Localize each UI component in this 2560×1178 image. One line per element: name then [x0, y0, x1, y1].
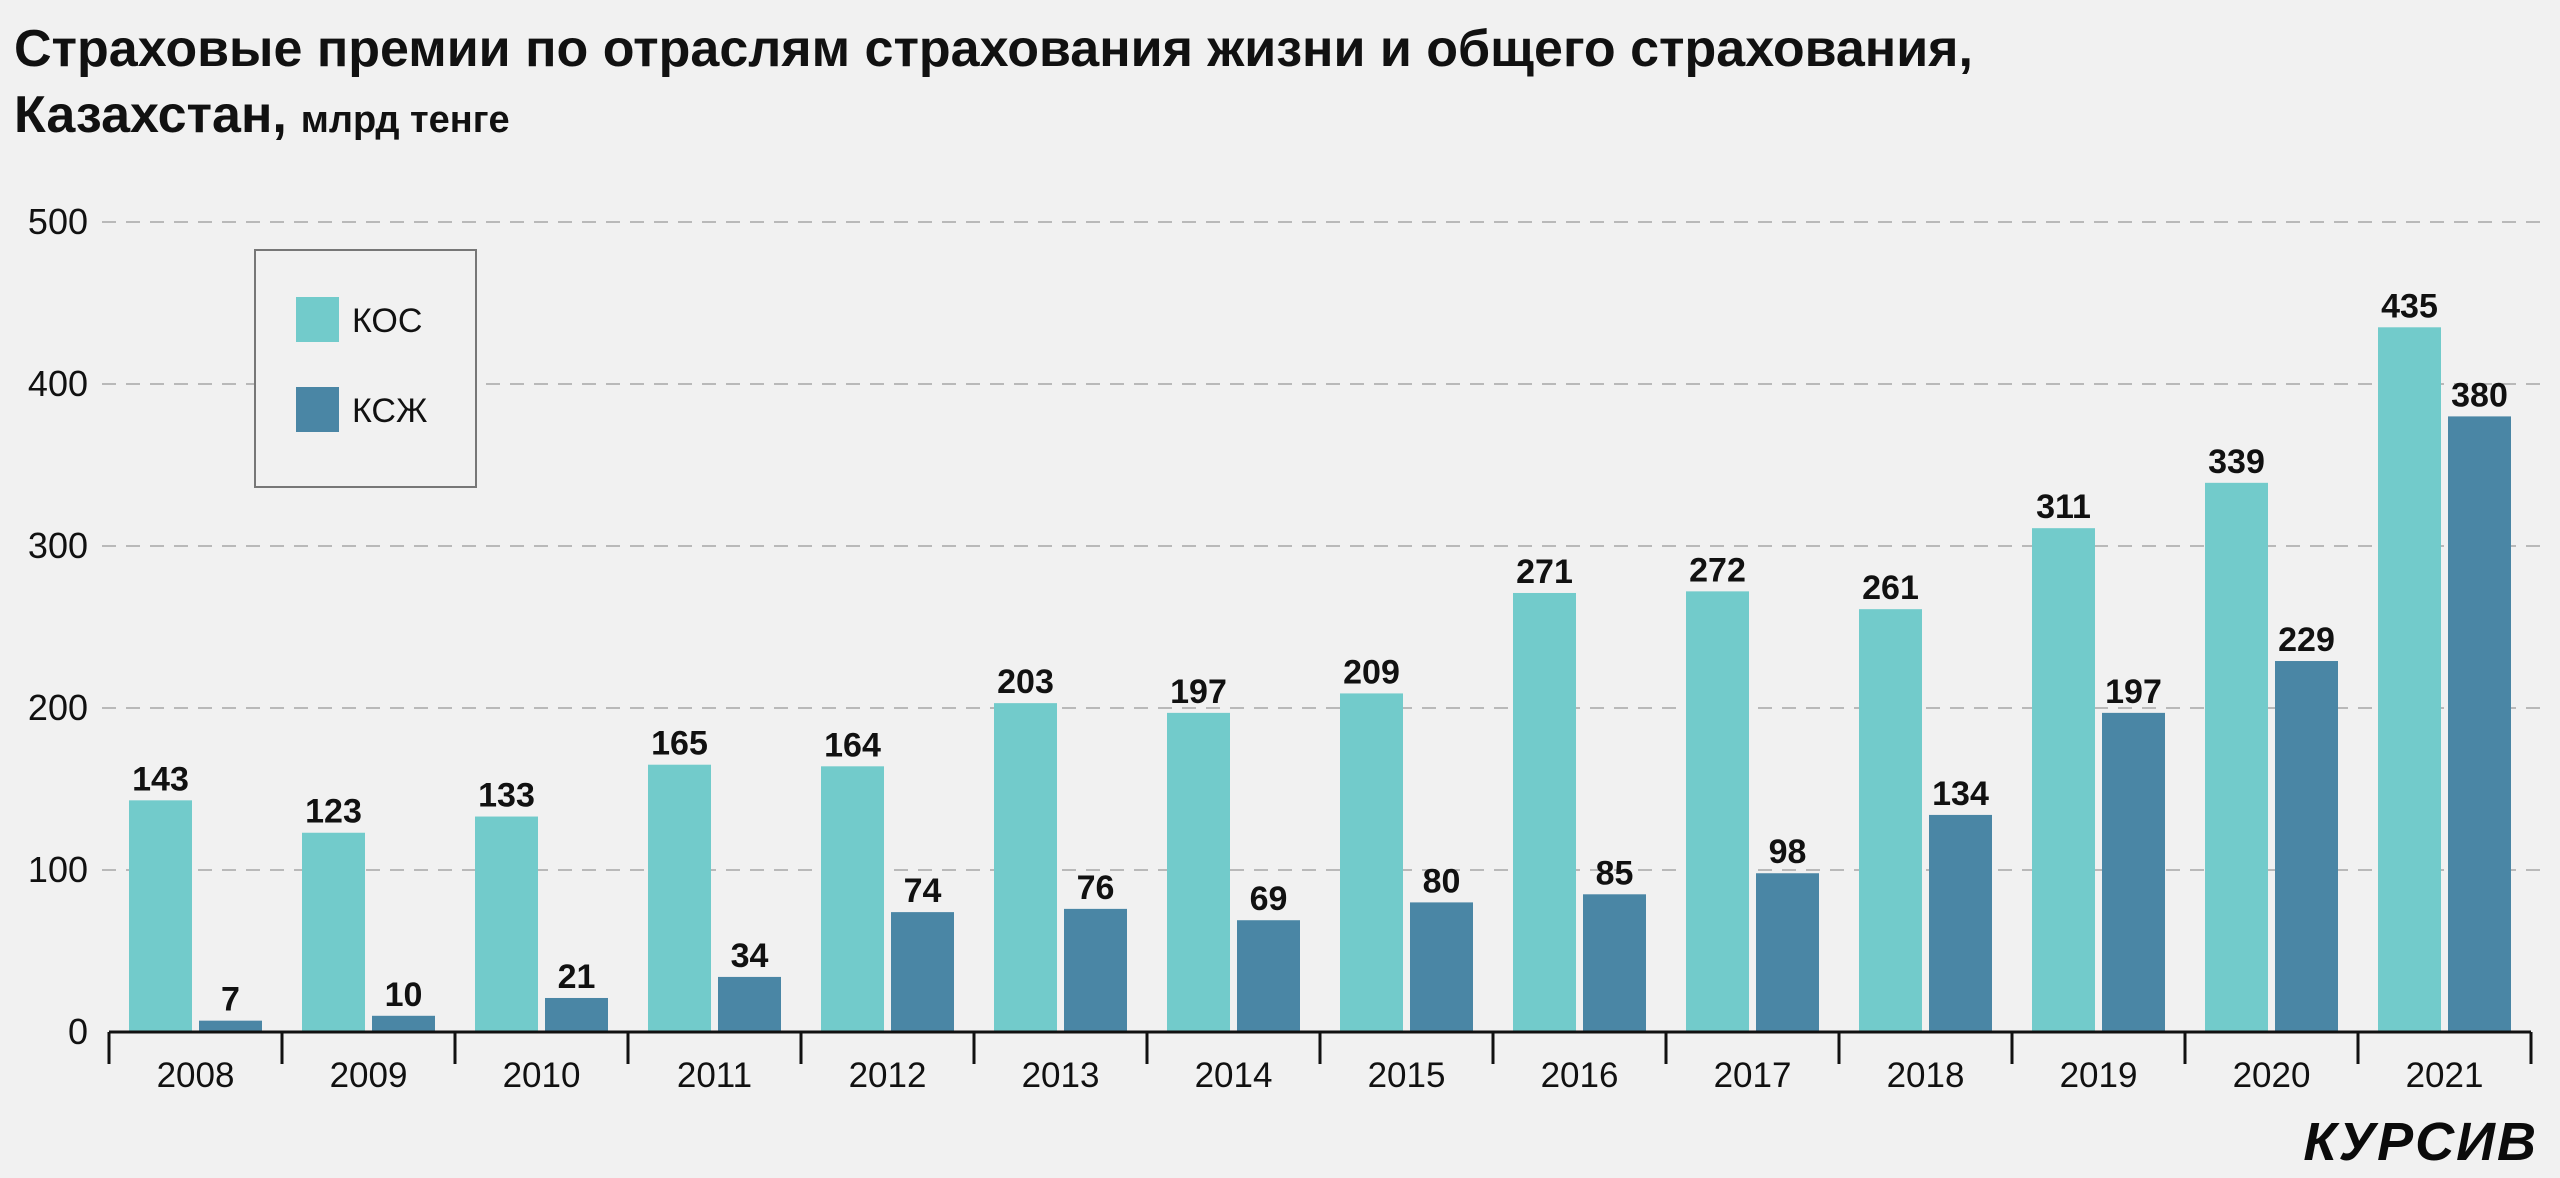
y-tick-label: 300	[28, 525, 88, 566]
bar-КСЖ-2013	[1064, 908, 1127, 1032]
data-label: 80	[1423, 862, 1461, 900]
data-label: 229	[2278, 621, 2335, 659]
x-tick-label: 2021	[2406, 1056, 2484, 1095]
bar-КОС-2011	[648, 764, 711, 1032]
x-tick-label: 2018	[1887, 1056, 1965, 1095]
y-tick-label: 100	[28, 849, 88, 890]
bar-КСЖ-2014	[1237, 920, 1300, 1032]
x-tick-label: 2016	[1541, 1056, 1619, 1095]
bar-КСЖ-2011	[718, 976, 781, 1032]
bar-КСЖ-2012	[891, 912, 954, 1032]
data-label: 164	[824, 726, 881, 764]
data-label: 165	[651, 725, 708, 763]
chart-subtitle-line: Казахстан, млрд тенге	[14, 86, 510, 144]
data-label: 435	[2381, 287, 2438, 325]
chart-unit: млрд тенге	[301, 99, 510, 141]
x-tick-label: 2017	[1714, 1056, 1792, 1095]
data-label: 74	[904, 872, 942, 910]
chart-title-line2: Казахстан,	[14, 86, 287, 144]
x-tick-label: 2011	[677, 1056, 752, 1095]
data-label: 261	[1862, 569, 1919, 607]
y-tick-label: 400	[28, 363, 88, 404]
legend-swatch	[296, 387, 339, 432]
data-label: 197	[2105, 673, 2162, 711]
x-tick-label: 2013	[1022, 1056, 1100, 1095]
y-tick-label: 200	[28, 687, 88, 728]
bar-КОС-2019	[2032, 528, 2095, 1032]
data-label: 209	[1343, 653, 1400, 691]
bar-КСЖ-2021	[2448, 416, 2511, 1032]
x-tick-label: 2010	[503, 1056, 581, 1095]
data-label: 69	[1250, 880, 1288, 918]
legend-label: КСЖ	[352, 392, 427, 430]
chart-title: Страховые премии по отраслям страхования…	[14, 20, 1973, 78]
data-label: 7	[221, 981, 240, 1019]
data-label: 76	[1077, 869, 1115, 907]
x-tick-label: 2009	[330, 1056, 408, 1095]
bar-КОС-2010	[475, 816, 538, 1032]
data-label: 98	[1769, 833, 1807, 871]
data-label: 10	[385, 976, 423, 1014]
bar-КОС-2008	[129, 800, 192, 1032]
bar-КОС-2015	[1340, 693, 1403, 1032]
bar-КСЖ-2010	[545, 997, 608, 1032]
y-tick-label: 500	[28, 201, 88, 242]
legend: КОС КСЖ	[254, 249, 477, 488]
data-label: 203	[997, 663, 1054, 701]
x-tick-label: 2008	[157, 1056, 235, 1095]
bar-КСЖ-2009	[372, 1015, 435, 1032]
bar-КОС-2012	[821, 766, 884, 1032]
legend-swatch	[296, 297, 339, 342]
data-label: 143	[132, 760, 189, 798]
bar-КОС-2020	[2205, 482, 2268, 1032]
data-label: 34	[731, 937, 769, 975]
data-label: 134	[1932, 775, 1989, 813]
legend-box	[254, 249, 477, 488]
data-label: 380	[2451, 376, 2508, 414]
x-tick-label: 2019	[2060, 1056, 2138, 1095]
bar-КСЖ-2018	[1929, 814, 1992, 1032]
bar-КОС-2018	[1859, 609, 1922, 1032]
x-tick-label: 2012	[849, 1056, 927, 1095]
bar-КСЖ-2015	[1410, 902, 1473, 1032]
data-label: 85	[1596, 854, 1634, 892]
bar-КОС-2014	[1167, 712, 1230, 1032]
data-label: 133	[478, 777, 535, 815]
bar-КСЖ-2019	[2102, 712, 2165, 1032]
bar-КСЖ-2016	[1583, 894, 1646, 1032]
legend-label: КОС	[352, 302, 422, 340]
data-label: 271	[1516, 553, 1573, 591]
data-label: 339	[2208, 443, 2265, 481]
data-label: 197	[1170, 673, 1227, 711]
bar-КОС-2013	[994, 703, 1057, 1032]
data-label: 123	[305, 793, 362, 831]
data-label: 21	[558, 958, 596, 996]
bar-КОС-2021	[2378, 327, 2441, 1032]
bar-КСЖ-2008	[199, 1020, 262, 1032]
x-tick-label: 2020	[2233, 1056, 2311, 1095]
y-tick-label: 0	[68, 1011, 88, 1052]
bar-КОС-2016	[1513, 592, 1576, 1032]
bar-КСЖ-2017	[1756, 873, 1819, 1032]
bar-КОС-2017	[1686, 591, 1749, 1032]
bar-КСЖ-2020	[2275, 661, 2338, 1032]
bar-КОС-2009	[302, 832, 365, 1032]
data-label: 272	[1689, 551, 1746, 589]
kursiv-logo: КУРСИВ	[2303, 1112, 2538, 1172]
x-tick-label: 2015	[1368, 1056, 1446, 1095]
data-label: 311	[2036, 488, 2091, 526]
x-tick-label: 2014	[1195, 1056, 1273, 1095]
